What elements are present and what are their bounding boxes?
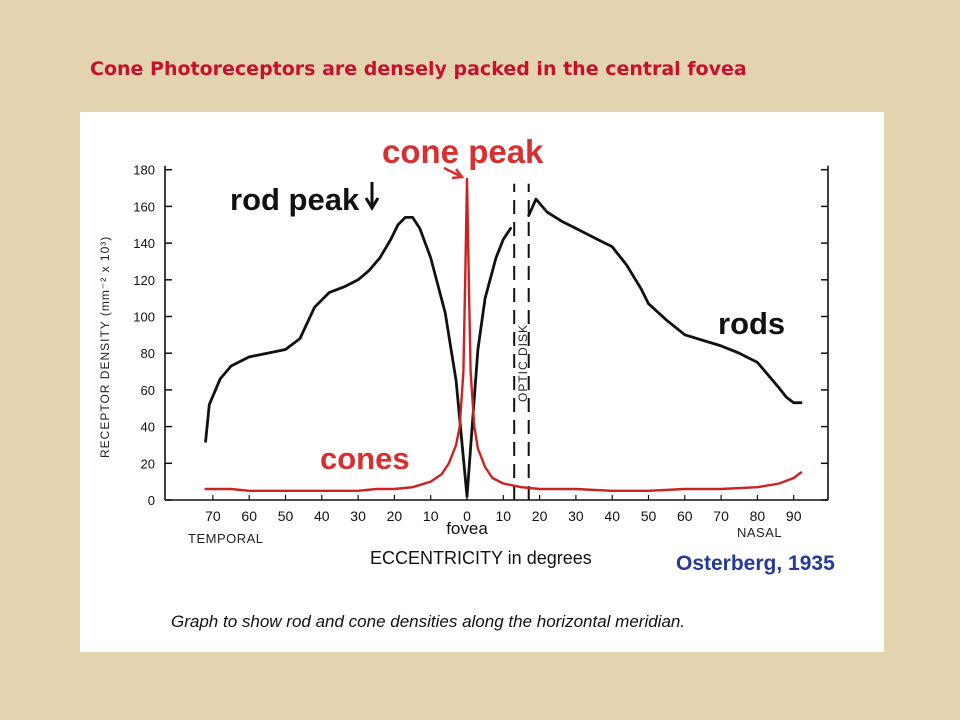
y-axis-title: RECEPTOR DENSITY (mm⁻² x 10³) <box>98 236 112 458</box>
rod-peak-label: rod peak <box>230 182 360 217</box>
figure-caption: Graph to show rod and cone densities alo… <box>171 612 685 631</box>
y-tick-label: 160 <box>133 199 155 214</box>
x-tick-label: 70 <box>713 508 729 524</box>
y-tick-label: 140 <box>133 236 155 251</box>
y-tick-label: 20 <box>141 456 155 471</box>
rods-label: rods <box>718 306 785 341</box>
cone-peak-arrow <box>443 166 465 180</box>
y-tick-label: 180 <box>133 163 155 178</box>
x-tick-label: 70 <box>205 508 221 524</box>
x-tick-label: 10 <box>423 508 439 524</box>
x-tick-label: 40 <box>604 508 620 524</box>
y-tick-label: 60 <box>141 383 155 398</box>
series-rods-line <box>204 216 469 498</box>
figure-panel: 0 20 40 60 80 100 120 140 160 180 70 60 50 40 30 20 10 0 1… <box>80 112 884 652</box>
rod-peak-arrow <box>364 182 380 211</box>
optic-disk-label: OPTIC DISK <box>516 324 530 402</box>
y-tick-label: 120 <box>133 273 155 288</box>
x-axis-title: ECCENTRICITY in degrees <box>370 548 592 568</box>
x-tick-label: 10 <box>496 508 512 524</box>
series-cones-line <box>204 177 803 492</box>
y-tick-label: 0 <box>148 493 155 508</box>
x-tick-label: 0 <box>463 508 471 524</box>
y-tick-label: 80 <box>141 346 155 361</box>
x-tick-label: 40 <box>314 508 330 524</box>
y-tick-label: 40 <box>141 420 155 435</box>
x-tick-label: 50 <box>278 508 294 524</box>
temporal-label: TEMPORAL <box>188 531 264 546</box>
cone-peak-label: cone peak <box>382 133 544 170</box>
x-tick-label: 20 <box>387 508 403 524</box>
series-rods-line <box>527 197 803 405</box>
fovea-label: fovea <box>446 519 488 538</box>
x-tick-label: 20 <box>532 508 548 524</box>
x-tick-label: 50 <box>641 508 657 524</box>
x-tick-label: 90 <box>786 508 802 524</box>
optic-disk-lines <box>513 183 530 500</box>
credit-label: Osterberg, 1935 <box>676 552 835 575</box>
x-tick-label: 60 <box>677 508 693 524</box>
cones-label: cones <box>320 441 410 476</box>
x-tick-label: 60 <box>241 508 257 524</box>
x-tick-label: 30 <box>568 508 584 524</box>
series-lines <box>204 177 803 498</box>
slide-title: Cone Photoreceptors are densely packed i… <box>90 58 747 80</box>
y-tick-label: 100 <box>133 310 155 325</box>
nasal-label: NASAL <box>737 525 782 540</box>
x-tick-label: 30 <box>350 508 366 524</box>
x-tick-label: 80 <box>750 508 766 524</box>
series-rods-line <box>465 227 513 498</box>
